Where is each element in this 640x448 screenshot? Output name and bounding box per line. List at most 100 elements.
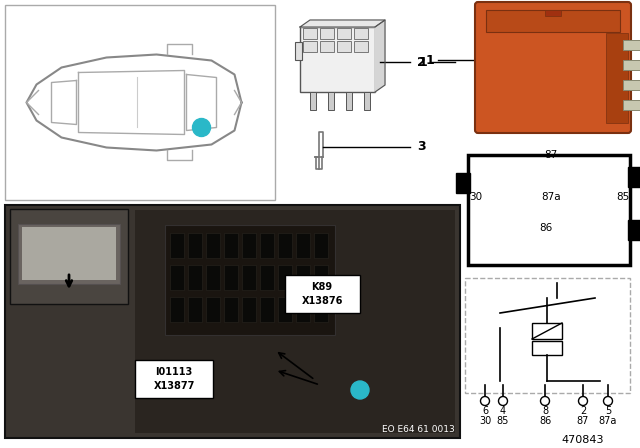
Bar	[260, 265, 274, 290]
Bar	[628, 167, 640, 187]
Bar	[628, 220, 640, 240]
Bar	[623, 80, 640, 90]
Circle shape	[351, 381, 369, 399]
Bar	[242, 297, 256, 322]
Bar	[337, 41, 351, 52]
Text: 85: 85	[616, 192, 629, 202]
Polygon shape	[375, 20, 385, 92]
Bar	[295, 42, 302, 60]
Bar	[206, 265, 220, 290]
Text: 470843: 470843	[562, 435, 604, 445]
Text: 5: 5	[605, 406, 611, 416]
Bar	[242, 265, 256, 290]
Bar	[623, 40, 640, 50]
Bar	[224, 265, 238, 290]
Bar	[300, 27, 375, 92]
Bar	[296, 233, 310, 258]
Text: K89: K89	[312, 282, 333, 292]
Text: 8: 8	[542, 406, 548, 416]
Bar	[623, 60, 640, 70]
Bar	[242, 233, 256, 258]
Bar	[623, 60, 640, 70]
Bar	[165, 225, 335, 335]
Bar	[320, 41, 334, 52]
Bar	[486, 10, 620, 32]
Bar	[170, 265, 184, 290]
Bar	[285, 275, 360, 313]
Circle shape	[541, 396, 550, 405]
Text: 87a: 87a	[541, 192, 561, 202]
Bar	[260, 297, 274, 322]
Bar	[623, 100, 640, 110]
Bar	[224, 297, 238, 322]
Text: 3: 3	[417, 141, 426, 154]
Text: EO E64 61 0013: EO E64 61 0013	[382, 426, 455, 435]
Bar	[328, 92, 334, 110]
Bar	[623, 100, 640, 110]
Bar	[278, 233, 292, 258]
Bar	[465, 278, 630, 393]
Bar	[303, 28, 317, 39]
Bar	[532, 323, 562, 339]
Bar	[206, 297, 220, 322]
Text: 2: 2	[580, 406, 586, 416]
Bar	[354, 41, 368, 52]
Bar	[532, 341, 562, 355]
Bar	[456, 173, 470, 193]
Text: 85: 85	[497, 416, 509, 426]
Bar	[314, 297, 328, 322]
Bar	[354, 28, 368, 39]
Text: 87: 87	[545, 150, 557, 160]
Circle shape	[604, 396, 612, 405]
Bar	[314, 233, 328, 258]
Text: 1: 1	[419, 56, 427, 69]
Text: X13877: X13877	[154, 381, 195, 391]
Bar	[10, 209, 128, 304]
Bar	[5, 205, 460, 438]
Bar	[303, 41, 317, 52]
Polygon shape	[300, 20, 385, 27]
Bar	[188, 265, 202, 290]
Bar	[5, 5, 275, 200]
Bar	[135, 210, 455, 433]
Text: I01113: I01113	[156, 367, 193, 377]
Circle shape	[499, 396, 508, 405]
Bar	[18, 224, 120, 284]
Bar	[320, 28, 334, 39]
Bar	[170, 233, 184, 258]
Text: 87a: 87a	[599, 416, 617, 426]
Text: 4: 4	[500, 406, 506, 416]
Bar	[260, 233, 274, 258]
Text: 86: 86	[540, 223, 553, 233]
FancyBboxPatch shape	[475, 2, 631, 133]
Bar	[224, 233, 238, 258]
Bar	[278, 297, 292, 322]
Bar	[468, 155, 630, 265]
Bar	[606, 33, 628, 123]
Text: X13876: X13876	[301, 296, 342, 306]
Bar	[364, 92, 370, 110]
Text: 2: 2	[417, 56, 426, 69]
Bar	[135, 360, 213, 398]
Text: 86: 86	[539, 416, 551, 426]
Bar	[296, 297, 310, 322]
Bar	[296, 265, 310, 290]
Bar	[278, 265, 292, 290]
Bar	[623, 80, 640, 90]
Bar	[623, 40, 640, 50]
Bar	[22, 227, 116, 280]
Bar	[170, 297, 184, 322]
Circle shape	[193, 119, 211, 137]
Bar	[310, 92, 316, 110]
Circle shape	[579, 396, 588, 405]
Bar	[206, 233, 220, 258]
Text: 30: 30	[479, 416, 491, 426]
Circle shape	[481, 396, 490, 405]
Bar	[314, 265, 328, 290]
Bar	[188, 233, 202, 258]
Text: 87: 87	[577, 416, 589, 426]
Bar	[346, 92, 352, 110]
Text: 1: 1	[198, 122, 205, 133]
Bar	[188, 297, 202, 322]
Bar	[545, 10, 561, 16]
